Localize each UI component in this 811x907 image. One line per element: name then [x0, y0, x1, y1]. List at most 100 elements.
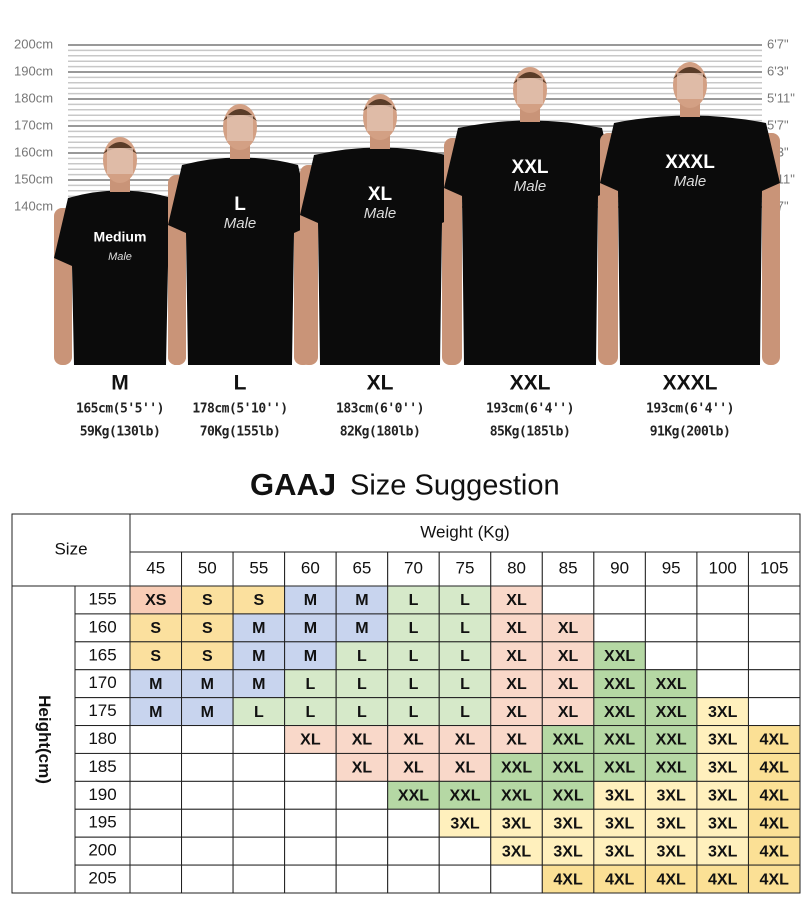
height-value: 165	[88, 645, 116, 664]
table-cell	[181, 780, 234, 810]
size-cell: 4XL	[760, 843, 790, 860]
table-cell	[593, 780, 646, 810]
cm-label: 200cm	[14, 36, 53, 51]
table-cell	[181, 613, 234, 643]
table-cell	[335, 864, 389, 894]
model-size: XL	[367, 372, 394, 395]
size-cell: 3XL	[502, 815, 532, 832]
title: Size Suggestion	[350, 470, 560, 502]
shirt-gender: Male	[108, 251, 132, 263]
table-cell	[181, 752, 234, 782]
size-cell: XXL	[604, 704, 635, 721]
size-cell: M	[304, 620, 317, 637]
size-cell: 3XL	[708, 843, 738, 860]
height-value: 190	[88, 785, 116, 804]
size-cell: XXL	[553, 732, 584, 749]
table-cell	[181, 551, 234, 587]
table-cell	[181, 808, 234, 838]
size-cell: M	[355, 620, 368, 637]
size-cell: S	[202, 620, 213, 637]
table-cell	[284, 551, 337, 587]
table-cell	[387, 808, 440, 838]
table-cell	[696, 585, 749, 615]
table-cell	[284, 864, 337, 894]
size-cell: L	[409, 648, 419, 665]
table-cell	[335, 641, 389, 671]
table-cell	[284, 780, 337, 810]
table-cell	[747, 864, 801, 894]
size-cell: 4XL	[760, 871, 790, 888]
cm-label: 160cm	[14, 144, 53, 159]
ft-label: 5'11"	[767, 90, 795, 105]
table-cell	[129, 613, 183, 643]
size-cell: M	[149, 704, 162, 721]
table-cell	[541, 725, 595, 754]
size-cell: S	[202, 648, 213, 665]
size-cell: L	[357, 704, 367, 721]
table-cell	[644, 669, 698, 699]
table-cell	[181, 864, 234, 894]
weight-header: Weight (Kg)	[420, 522, 509, 541]
model-height: 193cm(6'4'')	[486, 402, 574, 417]
table-cell	[284, 613, 337, 643]
shirt-gender: Male	[674, 173, 707, 190]
size-cell: S	[202, 592, 213, 609]
table-cell	[644, 641, 698, 671]
table-cell	[232, 752, 286, 782]
size-cell: 4XL	[656, 871, 686, 888]
table-cell	[129, 585, 183, 615]
table-cell	[232, 585, 286, 615]
table-cell	[129, 780, 183, 810]
table-cell	[335, 613, 389, 643]
size-cell: 4XL	[760, 815, 790, 832]
model-weight: 85Kg(185lb)	[490, 425, 571, 440]
weight-value: 55	[249, 558, 268, 577]
model-weight: 59Kg(130lb)	[80, 425, 161, 440]
size-cell: S	[150, 648, 161, 665]
table-cell	[284, 836, 337, 866]
size-cell: 4XL	[760, 760, 790, 777]
table-cell	[335, 551, 389, 587]
table-cell	[387, 641, 440, 671]
table-cell	[232, 864, 286, 894]
size-cell: 4XL	[760, 788, 790, 805]
table-cell	[696, 864, 749, 894]
table-cell	[284, 725, 337, 754]
table-cell	[387, 752, 440, 782]
table-cell	[129, 641, 183, 671]
table-cell	[747, 752, 801, 782]
size-cell: 4XL	[760, 732, 790, 749]
size-cell: XL	[455, 760, 476, 777]
table-cell	[74, 864, 131, 894]
size-cell: S	[150, 620, 161, 637]
table-cell	[593, 613, 646, 643]
table-cell	[644, 780, 698, 810]
size-cell: XL	[506, 732, 527, 749]
size-cell: XL	[352, 732, 373, 749]
size-cell: L	[357, 676, 367, 693]
weight-value: 65	[352, 558, 371, 577]
weight-value: 90	[610, 558, 629, 577]
table-cell	[232, 725, 286, 754]
size-header: Size	[54, 539, 87, 558]
table-cell	[438, 725, 492, 754]
table-cell	[232, 808, 286, 838]
size-cell: S	[254, 592, 265, 609]
size-cell: 3XL	[708, 788, 738, 805]
table-cell	[644, 585, 698, 615]
table-cell	[541, 780, 595, 810]
model-figure: Medium Male	[54, 137, 186, 365]
shirt-size: XL	[368, 184, 393, 205]
size-cell: 4XL	[605, 871, 635, 888]
shirt-gender: Male	[514, 178, 547, 195]
size-cell: XL	[506, 704, 527, 721]
size-cell: XXL	[656, 676, 687, 693]
size-cell: M	[304, 648, 317, 665]
table-cell	[747, 585, 801, 615]
table-cell	[490, 641, 543, 671]
size-cell: XL	[506, 592, 527, 609]
table-cell	[129, 725, 183, 754]
weight-value: 50	[198, 558, 217, 577]
